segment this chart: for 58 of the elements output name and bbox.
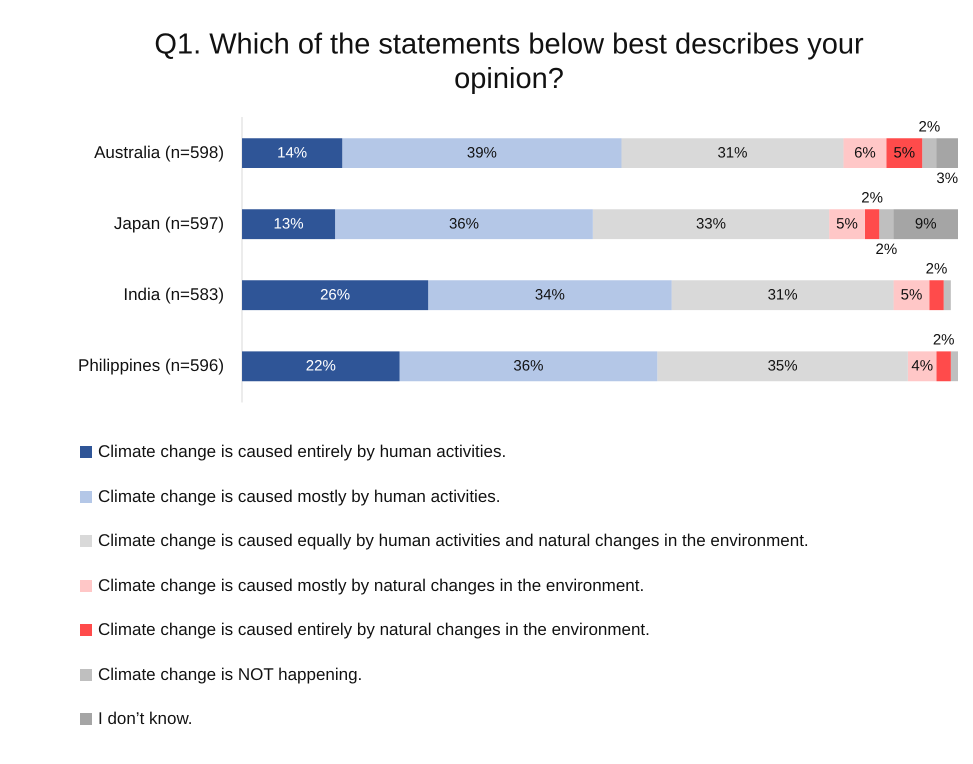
bar	[242, 351, 400, 382]
data-label: 2%	[932, 331, 955, 348]
data-label: 6%	[854, 144, 876, 162]
data-label: 14%	[277, 144, 308, 162]
data-label: 34%	[534, 286, 565, 304]
data-label: 33%	[696, 215, 726, 232]
legend-label: Climate change is caused mostly by natural changes in the environment.	[98, 576, 644, 596]
legend-label: Climate change is caused mostly by human activities.	[98, 486, 501, 507]
data-label: 3%	[936, 170, 958, 188]
bar	[335, 209, 593, 240]
data-label: 2%	[926, 260, 948, 278]
bar	[843, 138, 886, 168]
data-label: 5%	[836, 215, 858, 232]
bar	[592, 209, 830, 240]
bar	[944, 280, 951, 310]
bar	[242, 209, 336, 240]
data-label: 5%	[893, 144, 916, 162]
bar	[428, 280, 672, 310]
y-tick-label: Australia (n=598)	[94, 142, 224, 162]
bar	[672, 280, 894, 310]
y-tick-label: Japan (n=597)	[114, 214, 224, 233]
bar	[936, 138, 958, 168]
data-label: 4%	[911, 357, 934, 374]
legend-label: Climate change is caused entirely by human activities.	[98, 442, 506, 462]
data-label: 13%	[274, 215, 304, 232]
bar	[657, 351, 908, 382]
bar	[864, 209, 880, 240]
bar	[621, 138, 844, 168]
data-label: 2%	[918, 118, 940, 136]
legend-label: I don’t know.	[98, 709, 193, 730]
bar	[400, 351, 658, 382]
bar	[894, 209, 958, 240]
data-label: 31%	[768, 286, 798, 304]
bar	[879, 209, 894, 240]
data-label: 36%	[513, 357, 544, 374]
legend-label: Climate change is caused equally by human activities and natural changes in the environment.	[98, 531, 809, 552]
y-tick-label: India (n=583)	[123, 284, 224, 304]
y-tick-label: Philippines (n=596)	[78, 356, 224, 375]
data-label: 35%	[768, 357, 798, 374]
bar	[242, 280, 428, 310]
bar	[922, 138, 937, 168]
chart-title: Q1. Which of the statements below best describes your opinion?	[154, 28, 864, 96]
bar	[950, 351, 958, 382]
data-label: 26%	[320, 286, 350, 304]
data-label: 5%	[900, 286, 922, 304]
legend-label: Climate change is caused entirely by natural changes in the environment.	[98, 620, 650, 640]
data-label: 31%	[717, 144, 748, 162]
legend-label: Climate change is NOT happening.	[98, 664, 362, 685]
bar	[936, 351, 951, 382]
data-label: 9%	[914, 215, 937, 232]
bar	[929, 280, 944, 310]
data-label: 22%	[306, 357, 336, 374]
data-label: 2%	[861, 189, 883, 206]
data-label: 39%	[466, 144, 497, 162]
data-label: 36%	[448, 215, 479, 232]
bar	[342, 138, 622, 168]
bar	[242, 138, 342, 168]
data-label: 2%	[876, 241, 898, 258]
